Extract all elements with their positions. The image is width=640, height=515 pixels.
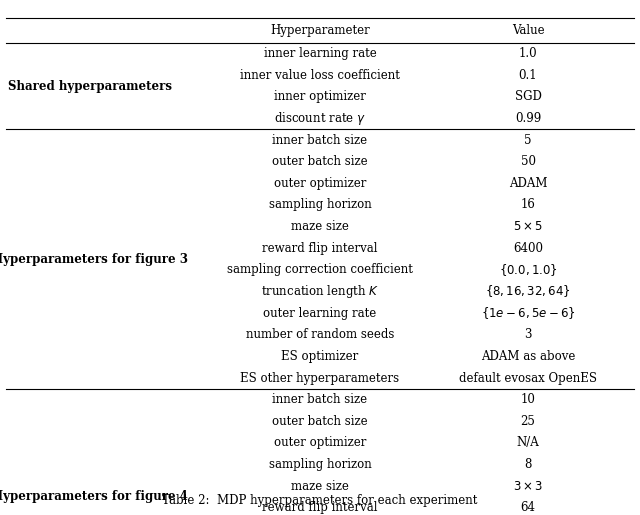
Text: SGD: SGD (515, 90, 541, 104)
Text: Hyperparameters for figure 4: Hyperparameters for figure 4 (0, 490, 188, 504)
Text: inner optimizer: inner optimizer (274, 90, 366, 104)
Text: outer optimizer: outer optimizer (274, 436, 366, 450)
Text: $\{1e-6, 5e-6\}$: $\{1e-6, 5e-6\}$ (481, 305, 575, 321)
Text: sampling horizon: sampling horizon (269, 198, 371, 212)
Text: sampling horizon: sampling horizon (269, 458, 371, 471)
Text: 25: 25 (520, 415, 536, 428)
Text: 6400: 6400 (513, 242, 543, 255)
Text: outer optimizer: outer optimizer (274, 177, 366, 190)
Text: number of random seeds: number of random seeds (246, 328, 394, 341)
Text: 10: 10 (520, 393, 536, 406)
Text: 8: 8 (524, 458, 532, 471)
Text: default evosax OpenES: default evosax OpenES (459, 371, 597, 385)
Text: inner learning rate: inner learning rate (264, 47, 376, 60)
Text: $\{8, 16, 32, 64\}$: $\{8, 16, 32, 64\}$ (485, 284, 571, 299)
Text: 64: 64 (520, 501, 536, 514)
Text: 16: 16 (520, 198, 536, 212)
Text: N/A: N/A (516, 436, 540, 450)
Text: Hyperparameter: Hyperparameter (270, 24, 370, 37)
Text: 0.1: 0.1 (518, 68, 538, 82)
Text: maze size: maze size (291, 220, 349, 233)
Text: $5 \times 5$: $5 \times 5$ (513, 220, 543, 233)
Text: inner batch size: inner batch size (273, 393, 367, 406)
Text: inner batch size: inner batch size (273, 133, 367, 147)
Text: ES optimizer: ES optimizer (282, 350, 358, 363)
Text: ADAM as above: ADAM as above (481, 350, 575, 363)
Text: $\{0.0, 1.0\}$: $\{0.0, 1.0\}$ (499, 262, 557, 278)
Text: 5: 5 (524, 133, 532, 147)
Text: 3: 3 (524, 328, 532, 341)
Text: truncation length $K$: truncation length $K$ (261, 283, 379, 300)
Text: reward flip interval: reward flip interval (262, 501, 378, 514)
Text: Table 2:  MDP hyperparameters for each experiment: Table 2: MDP hyperparameters for each ex… (163, 494, 477, 507)
Text: 50: 50 (520, 155, 536, 168)
Text: ADAM: ADAM (509, 177, 547, 190)
Text: sampling correction coefficient: sampling correction coefficient (227, 263, 413, 277)
Text: ES other hyperparameters: ES other hyperparameters (241, 371, 399, 385)
Text: maze size: maze size (291, 479, 349, 493)
Text: 1.0: 1.0 (518, 47, 538, 60)
Text: Value: Value (512, 24, 544, 37)
Text: 0.99: 0.99 (515, 112, 541, 125)
Text: inner value loss coefficient: inner value loss coefficient (240, 68, 400, 82)
Text: reward flip interval: reward flip interval (262, 242, 378, 255)
Text: outer learning rate: outer learning rate (264, 306, 376, 320)
Text: $3 \times 3$: $3 \times 3$ (513, 479, 543, 493)
Text: outer batch size: outer batch size (272, 415, 368, 428)
Text: Shared hyperparameters: Shared hyperparameters (8, 79, 172, 93)
Text: outer batch size: outer batch size (272, 155, 368, 168)
Text: discount rate $\gamma$: discount rate $\gamma$ (274, 110, 366, 127)
Text: Hyperparameters for figure 3: Hyperparameters for figure 3 (0, 252, 188, 266)
